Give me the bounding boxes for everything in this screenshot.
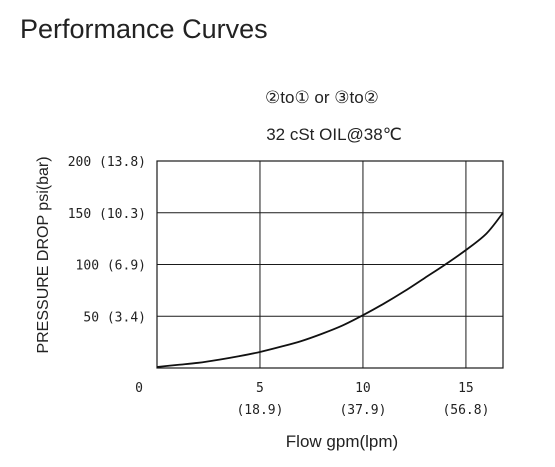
chart-subtitle-condition: 32 cSt OIL@38℃ xyxy=(266,125,402,144)
series-layer xyxy=(156,212,504,368)
plot-border xyxy=(156,160,504,369)
x-tick-sublabel-15: (56.8) xyxy=(442,403,489,418)
y-tick-label-50: 50 (3.4) xyxy=(83,310,146,325)
x-tick-sublabel-10: (37.9) xyxy=(339,403,386,418)
series-line-0 xyxy=(156,212,504,368)
x-tick-label-15: 15 xyxy=(458,381,474,396)
page-title: Performance Curves xyxy=(20,14,268,44)
x-tick-sublabel-5: (18.9) xyxy=(236,403,283,418)
chart-subtitle-flow-path: ②to① or ③to② xyxy=(265,88,379,107)
x-tick-label-5: 5 xyxy=(256,381,264,396)
y-tick-label-150: 150 (10.3) xyxy=(68,207,146,222)
y-tick-label-100: 100 (6.9) xyxy=(76,259,146,274)
tick-labels: 50 (3.4) 100 (6.9) 150 (10.3) 200 (13.8) 0 5 (… xyxy=(68,155,490,418)
grid-lines xyxy=(157,161,503,368)
y-axis-label: PRESSURE DROP psi(bar) xyxy=(35,156,52,353)
x-tick-label-0: 0 xyxy=(135,381,143,396)
x-axis-label: Flow gpm(lpm) xyxy=(286,432,398,451)
plot-frame xyxy=(156,160,504,369)
x-tick-label-10: 10 xyxy=(355,381,371,396)
y-tick-label-200: 200 (13.8) xyxy=(68,155,146,170)
